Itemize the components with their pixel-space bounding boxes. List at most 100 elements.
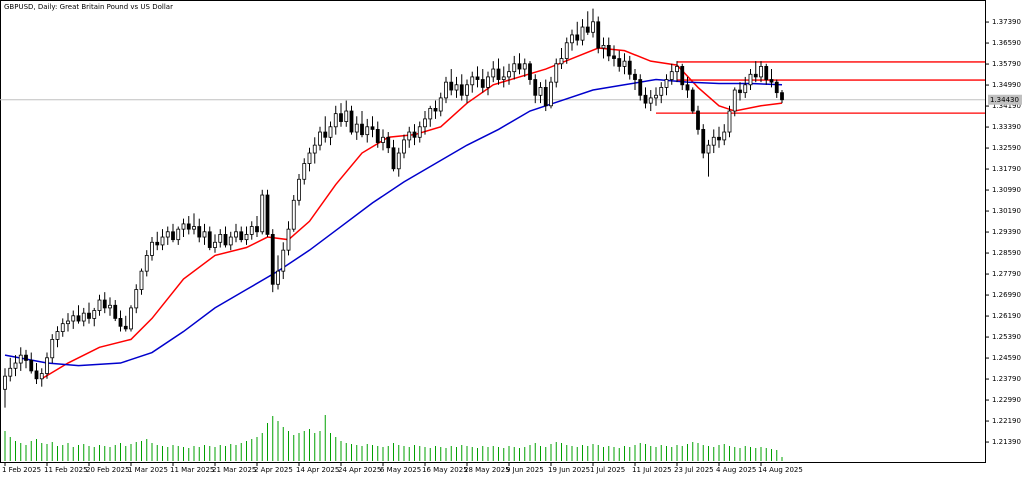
candle-body: [501, 76, 506, 80]
y-tick-label: 1.27790: [992, 270, 1021, 278]
candle-body: [711, 136, 716, 146]
candle-body: [97, 299, 102, 311]
candle-body: [302, 163, 307, 180]
candle-body: [722, 131, 727, 141]
candle-body: [29, 360, 34, 372]
candle-body: [617, 58, 622, 67]
candle-body: [475, 76, 480, 80]
y-tick-label: 1.35790: [992, 60, 1021, 68]
candle-body: [538, 87, 543, 96]
candle-body: [459, 84, 464, 96]
x-tick-label: 1 Jul 2025: [590, 466, 625, 474]
candle-body: [55, 331, 60, 340]
candle-body: [585, 26, 590, 33]
candle-body: [575, 34, 580, 41]
candle-body: [759, 66, 763, 78]
candle-body: [197, 226, 202, 238]
y-tick-label: 1.28590: [992, 249, 1021, 257]
y-tick-label: 1.21390: [992, 438, 1021, 446]
chart-title: GBPUSD, Daily: Great Britain Pound vs US…: [4, 3, 173, 11]
candle-body: [76, 315, 81, 322]
candle-body: [134, 289, 139, 309]
candle-body: [769, 79, 774, 83]
candle-body: [139, 270, 144, 290]
candle-body: [265, 194, 270, 235]
y-tick-label: 1.31790: [992, 165, 1021, 173]
candle-body: [669, 71, 674, 80]
candle-body: [333, 113, 338, 128]
candle-body: [297, 178, 301, 201]
candle-body: [160, 236, 165, 246]
y-tick-label: 1.30190: [992, 207, 1021, 215]
candle-body: [507, 71, 511, 78]
candle-body: [318, 131, 322, 146]
candle-body: [780, 92, 784, 101]
candle-body: [113, 304, 118, 319]
candle-body: [764, 66, 769, 80]
x-tick-label: 11 Feb 2025: [44, 466, 88, 474]
candle-body: [727, 110, 732, 133]
y-tick-label: 1.26990: [992, 291, 1021, 299]
candle-body: [354, 123, 359, 133]
candle-body: [349, 110, 354, 133]
candle-body: [344, 110, 349, 122]
candle-body: [45, 357, 49, 374]
candle-body: [680, 66, 685, 86]
candle-body: [517, 63, 522, 70]
x-tick-label: 28 May 2025: [464, 466, 510, 474]
candle-body: [386, 136, 391, 149]
y-tick-label: 1.22190: [992, 417, 1021, 425]
candle-body: [381, 136, 385, 143]
candle-body: [202, 231, 207, 238]
y-tick-label: 1.34990: [992, 81, 1021, 89]
candle-body: [512, 63, 517, 73]
candle-body: [580, 26, 585, 41]
candle-body: [643, 94, 648, 104]
candle-body: [638, 79, 643, 96]
candle-body: [239, 231, 244, 241]
x-tick-label: 23 Jul 2025: [674, 466, 714, 474]
candle-body: [549, 81, 553, 107]
candle-body: [633, 73, 637, 80]
candle-body: [323, 131, 328, 138]
candle-body: [486, 76, 490, 88]
candle-body: [249, 226, 254, 235]
x-tick-label: 19 Jun 2025: [548, 466, 590, 474]
candle-body: [286, 228, 291, 251]
candle-body: [601, 45, 606, 49]
candle-body: [591, 21, 595, 33]
candle-body: [659, 87, 664, 96]
candle-body: [328, 126, 333, 138]
y-tick-label: 1.37390: [992, 18, 1021, 26]
candle-body: [480, 79, 485, 88]
candle-body: [675, 66, 679, 73]
candle-body: [391, 147, 396, 170]
candle-body: [570, 34, 574, 44]
candle-body: [706, 144, 711, 154]
candle-body: [108, 304, 112, 309]
candle-body: [291, 199, 296, 230]
candle-body: [150, 241, 154, 256]
y-tick-label: 1.34190: [992, 102, 1021, 110]
candle-body: [144, 255, 149, 272]
candle-body: [60, 323, 65, 332]
candle-body: [465, 84, 469, 96]
candle-body: [690, 89, 695, 112]
candle-body: [622, 60, 627, 67]
candle-body: [339, 113, 343, 122]
candle-body: [685, 84, 690, 91]
candle-body: [13, 362, 18, 369]
x-tick-label: 14 Aug 2025: [758, 466, 803, 474]
candle-body: [528, 63, 532, 80]
candle-body: [496, 68, 501, 80]
candle-body: [612, 55, 616, 59]
candle-body: [543, 87, 548, 107]
candle-body: [606, 45, 611, 57]
candle-body: [375, 129, 380, 143]
candle-body: [312, 144, 317, 154]
y-tick-label: 1.32590: [992, 144, 1021, 152]
bid-box: [988, 94, 1022, 105]
candle-body: [433, 108, 438, 112]
y-tick-label: 1.36590: [992, 39, 1021, 47]
candle-body: [123, 325, 128, 330]
